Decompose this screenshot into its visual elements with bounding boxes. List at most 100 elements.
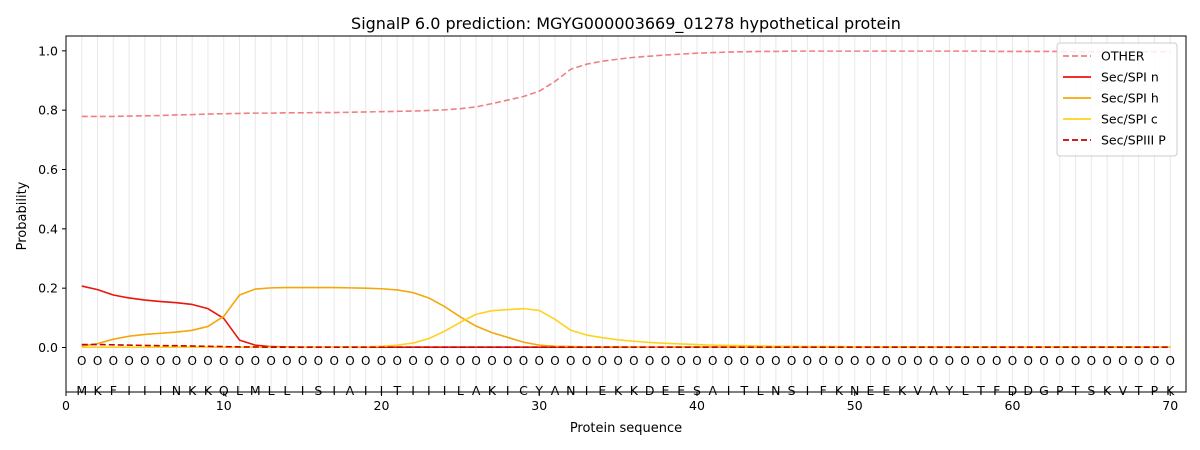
- residue-letter: N: [566, 383, 575, 398]
- residue-marker: O: [361, 354, 370, 368]
- residue-letter: L: [268, 383, 275, 398]
- residue-letter: I: [380, 383, 384, 398]
- residue-letter: T: [976, 383, 985, 398]
- residue-marker: O: [629, 354, 638, 368]
- residue-letter: Y: [945, 383, 954, 398]
- residue-marker: O: [535, 354, 544, 368]
- residue-marker: O: [866, 354, 875, 368]
- residue-letter: A: [472, 383, 481, 398]
- residue-marker: O: [377, 354, 386, 368]
- series-line-1: [81, 285, 1171, 349]
- x-tick-label: 10: [216, 398, 232, 413]
- residue-letter: K: [835, 383, 844, 398]
- residue-marker: O: [156, 354, 165, 368]
- residue-marker: O: [266, 354, 275, 368]
- residue-letter: N: [850, 383, 859, 398]
- x-tick-label: 70: [1162, 398, 1178, 413]
- residue-marker: O: [976, 354, 985, 368]
- residue-marker: O: [787, 354, 796, 368]
- residue-marker: O: [235, 354, 244, 368]
- residue-letter: T: [1071, 383, 1080, 398]
- residue-marker: O: [598, 354, 607, 368]
- residue-letter: I: [806, 383, 810, 398]
- residue-letter: M: [76, 383, 87, 398]
- residue-letter: L: [457, 383, 464, 398]
- residue-letter: S: [1087, 383, 1095, 398]
- series-line-0: [81, 50, 1171, 118]
- residue-letter: A: [551, 383, 560, 398]
- residue-letter: I: [127, 383, 131, 398]
- x-tick-label: 60: [1005, 398, 1021, 413]
- residue-marker: O: [172, 354, 181, 368]
- residue-letter: V: [1119, 383, 1128, 398]
- axes-frame: [65, 35, 1187, 393]
- residue-marker: O: [566, 354, 575, 368]
- residue-marker: O: [582, 354, 591, 368]
- residue-marker: O: [487, 354, 496, 368]
- residue-letter: E: [882, 383, 890, 398]
- residue-letter: I: [159, 383, 163, 398]
- residue-letter: L: [757, 383, 764, 398]
- x-tick-label: 0: [62, 398, 70, 413]
- residue-marker: O: [93, 354, 102, 368]
- residue-letter: K: [488, 383, 497, 398]
- residue-letter: T: [392, 383, 401, 398]
- residue-letter: P: [1151, 383, 1159, 398]
- residue-marker: O: [471, 354, 480, 368]
- residue-letter: F: [110, 383, 117, 398]
- residue-letter: G: [1039, 383, 1049, 398]
- residue-letter: K: [614, 383, 623, 398]
- residue-letter: E: [598, 383, 606, 398]
- residue-letter: K: [188, 383, 197, 398]
- residue-letter: I: [332, 383, 336, 398]
- residue-marker: O: [945, 354, 954, 368]
- residue-letter: K: [630, 383, 639, 398]
- residue-marker: O: [140, 354, 149, 368]
- residue-marker: O: [929, 354, 938, 368]
- residue-letter: P: [1056, 383, 1064, 398]
- legend-label-2: Sec/SPI h: [1101, 91, 1159, 106]
- residue-marker: O: [676, 354, 685, 368]
- residue-letter: I: [301, 383, 305, 398]
- residue-marker: O: [645, 354, 654, 368]
- residue-marker: O: [1055, 354, 1064, 368]
- y-tick-label: 0.6: [38, 162, 58, 177]
- residue-letter: F: [820, 383, 827, 398]
- residue-letter: Q: [219, 383, 229, 398]
- residue-marker: O: [1071, 354, 1080, 368]
- series-line-4: [81, 343, 1171, 349]
- residue-letter: K: [1166, 383, 1175, 398]
- residue-letter: I: [411, 383, 415, 398]
- y-tick-label: 0.8: [38, 103, 58, 118]
- residue-marker: O: [219, 354, 228, 368]
- residue-marker: O: [408, 354, 417, 368]
- residue-letter: D: [645, 383, 655, 398]
- residue-letter: T: [739, 383, 748, 398]
- x-axis-label: Protein sequence: [570, 421, 682, 436]
- residue-marker: O: [550, 354, 559, 368]
- residue-marker: O: [724, 354, 733, 368]
- residue-letter: S: [314, 383, 322, 398]
- residue-marker: O: [992, 354, 1001, 368]
- residue-letter: K: [898, 383, 907, 398]
- residue-marker: O: [661, 354, 670, 368]
- residue-letter: M: [250, 383, 261, 398]
- legend-box: [1056, 42, 1178, 157]
- residue-letter: L: [962, 383, 969, 398]
- residue-marker: O: [882, 354, 891, 368]
- legend-label-3: Sec/SPI c: [1101, 112, 1158, 127]
- residue-letter: V: [914, 383, 923, 398]
- residue-letter: I: [143, 383, 147, 398]
- residue-marker: O: [503, 354, 512, 368]
- residue-marker: O: [1118, 354, 1127, 368]
- residue-letter: E: [677, 383, 685, 398]
- residue-marker: O: [77, 354, 86, 368]
- plot-area: O M O K O F O I O I O I O N O K O K O Q O L O M O L O L O I O S O I O A O I O I…: [38, 35, 1187, 413]
- residue-marker: O: [203, 354, 212, 368]
- residue-marker: O: [251, 354, 260, 368]
- residue-letter: I: [727, 383, 731, 398]
- residue-marker: O: [708, 354, 717, 368]
- residue-marker: O: [440, 354, 449, 368]
- residue-marker: O: [314, 354, 323, 368]
